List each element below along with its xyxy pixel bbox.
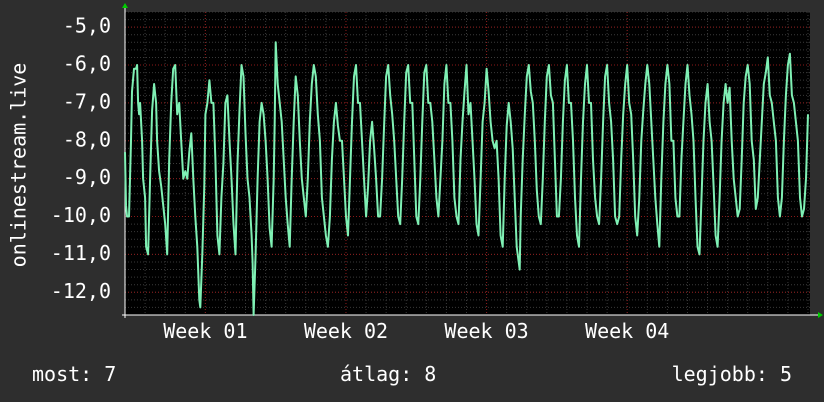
chart-svg: -5,0 -6,0 -7,0 -8,0 -9,0 -10,0 -11,0 -12,0 Week… bbox=[7, 3, 823, 343]
y-tick-label: -11,0 bbox=[51, 241, 111, 265]
y-tick-label: -9,0 bbox=[63, 165, 111, 189]
x-tick-label: Week 01 bbox=[163, 319, 247, 343]
x-tick-labels: Week 01 Week 02 Week 03 Week 04 bbox=[163, 319, 669, 343]
stat-current: most: 7 bbox=[32, 362, 117, 386]
stat-best: legjobb: 5 bbox=[671, 362, 792, 386]
y-axis-label: onlinestream.live bbox=[7, 63, 31, 268]
y-tick-label: -8,0 bbox=[63, 127, 111, 151]
y-tick-label: -5,0 bbox=[63, 14, 111, 38]
y-tick-label: -7,0 bbox=[63, 89, 111, 113]
stat-average: átlag: 8 bbox=[340, 362, 437, 386]
y-tick-labels: -5,0 -6,0 -7,0 -8,0 -9,0 -10,0 -11,0 -12,0 bbox=[51, 14, 111, 303]
y-tick-label: -6,0 bbox=[63, 52, 111, 76]
x-tick-label: Week 03 bbox=[444, 319, 528, 343]
grid-lines bbox=[124, 11, 810, 316]
y-tick-label: -12,0 bbox=[51, 279, 111, 303]
x-axis-arrow-icon bbox=[818, 312, 823, 318]
y-tick-label: -10,0 bbox=[51, 203, 111, 227]
y-axis-arrow-icon bbox=[122, 3, 128, 8]
series-line bbox=[124, 41, 809, 316]
x-tick-label: Week 04 bbox=[585, 319, 669, 343]
x-tick-label: Week 02 bbox=[304, 319, 388, 343]
